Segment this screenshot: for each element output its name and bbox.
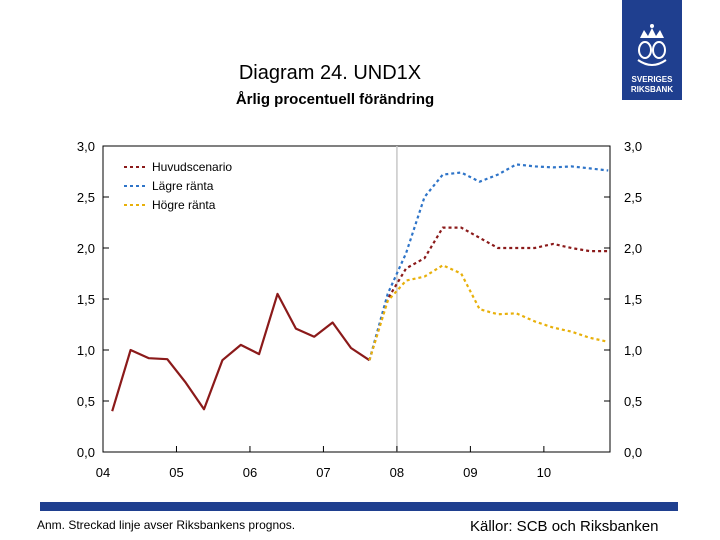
chart-title: Diagram 24. UND1X bbox=[238, 62, 422, 84]
footnote: Anm. Streckad linje avser Riksbankens pr… bbox=[37, 518, 296, 532]
y-tick-label-left: 3,0 bbox=[77, 139, 95, 154]
x-tick-label: 05 bbox=[169, 465, 183, 480]
legend: Huvudscenario Lägre ränta Högre ränta bbox=[124, 160, 232, 212]
series-line-utfall-solid bbox=[111, 292, 371, 412]
y-tick-label-left: 2,5 bbox=[77, 190, 95, 205]
y-tick-label-right: 1,0 bbox=[624, 343, 642, 358]
y-axis-right: 0,0 0,5 1,0 1,5 2,0 2,5 3,0 bbox=[604, 139, 642, 460]
x-tick-label: 04 bbox=[96, 465, 110, 480]
series-line-huvudscenario-dashed bbox=[368, 226, 609, 361]
y-tick-label-left: 0,0 bbox=[77, 445, 95, 460]
x-tick-label: 10 bbox=[537, 465, 551, 480]
y-tick-label-right: 2,5 bbox=[624, 190, 642, 205]
series-group bbox=[111, 163, 609, 412]
x-axis: 04 05 06 07 08 09 10 bbox=[96, 446, 551, 480]
chart-subtitle: Årlig procentuell förändring bbox=[235, 91, 435, 108]
riksbank-logo: SVERIGES RIKSBANK bbox=[622, 0, 682, 100]
x-tick-label: 09 bbox=[463, 465, 477, 480]
x-tick-label: 08 bbox=[390, 465, 404, 480]
y-tick-label-left: 0,5 bbox=[77, 394, 95, 409]
y-tick-label-left: 2,0 bbox=[77, 241, 95, 256]
x-tick-label: 07 bbox=[316, 465, 330, 480]
footer-bar bbox=[40, 502, 678, 511]
x-tick-label: 06 bbox=[243, 465, 257, 480]
chart: 0,0 0,5 1,0 1,5 2,0 2,5 3,0 0,0 0,5 1,0 1,5 2,0 2,5… bbox=[77, 139, 642, 480]
legend-label: Lägre ränta bbox=[152, 179, 214, 193]
logo-line1: SVERIGES bbox=[632, 75, 674, 84]
y-tick-label-right: 3,0 bbox=[624, 139, 642, 154]
series-line-h-gre-r-nta-dashed bbox=[368, 264, 609, 361]
y-tick-label-right: 2,0 bbox=[624, 241, 642, 256]
y-tick-label-right: 1,5 bbox=[624, 292, 642, 307]
y-tick-label-right: 0,0 bbox=[624, 445, 642, 460]
y-axis-left: 0,0 0,5 1,0 1,5 2,0 2,5 3,0 bbox=[77, 139, 109, 460]
series-line-l-gre-r-nta-dashed bbox=[368, 163, 609, 361]
logo-line2: RIKSBANK bbox=[631, 85, 673, 94]
source-label: Källor: SCB och Riksbanken bbox=[470, 518, 659, 535]
y-tick-label-left: 1,5 bbox=[77, 292, 95, 307]
crown-emblem-icon bbox=[637, 24, 667, 66]
y-tick-label-left: 1,0 bbox=[77, 343, 95, 358]
y-tick-label-right: 0,5 bbox=[624, 394, 642, 409]
legend-label: Högre ränta bbox=[152, 198, 216, 212]
legend-label: Huvudscenario bbox=[152, 160, 232, 174]
